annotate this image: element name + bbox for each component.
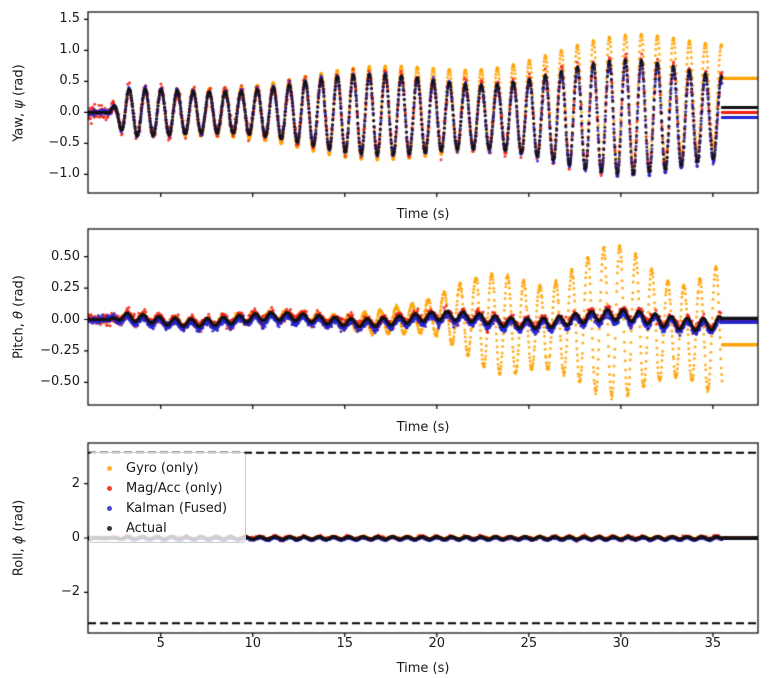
x-tick-label: 15	[336, 636, 354, 651]
legend-marker-actual-icon	[107, 525, 112, 531]
legend-label-kalman: Kalman (Fused)	[126, 500, 228, 516]
y-axis-label-part: ϕ	[11, 535, 27, 545]
y-tick-label: 2	[71, 475, 80, 491]
x-axis-label-yaw: Time (s)	[396, 207, 450, 222]
y-axis-label-pitch: Pitch, θ (rad)	[11, 275, 27, 359]
legend-label-mag: Mag/Acc (only)	[126, 480, 223, 496]
y-tick-label: 0.25	[51, 280, 80, 296]
legend-label-gyro: Gyro (only)	[126, 460, 199, 476]
y-tick-label: 0.50	[51, 248, 80, 264]
legend-marker-mag-icon	[107, 485, 112, 491]
y-tick-label: −0.5	[48, 135, 80, 151]
legend-marker-gyro-icon	[107, 465, 112, 471]
legend: Gyro (only) Mag/Acc (only) Kalman (Fused) A…	[89, 452, 246, 543]
x-tick-label: 10	[244, 636, 262, 651]
y-axis-label-part: ψ	[11, 99, 27, 109]
y-tick-label: −0.50	[40, 374, 80, 390]
x-tick-label: 30	[612, 636, 630, 651]
x-tick-label: 35	[704, 636, 722, 651]
y-axis-label-yaw: Yaw, ψ (rad)	[11, 63, 27, 142]
y-tick-label: −1.0	[48, 166, 80, 182]
y-tick-label: −2	[60, 584, 80, 600]
y-axis-label-part: Roll,	[11, 544, 27, 577]
y-tick-label: 0.0	[59, 104, 80, 120]
legend-label-actual: Actual	[126, 520, 167, 536]
y-tick-label: 0	[71, 530, 80, 545]
legend-item-kalman: Kalman (Fused)	[98, 498, 235, 518]
x-tick-label: 5	[156, 636, 165, 651]
y-axis-label-part: Pitch,	[11, 318, 27, 359]
x-tick-label: 25	[520, 636, 538, 651]
y-axis-label-part: Yaw,	[11, 108, 27, 142]
y-axis-label-part: (rad)	[11, 275, 27, 311]
x-tick-label: 20	[428, 636, 446, 651]
y-tick-label: 0.00	[51, 311, 80, 327]
y-axis-label-part: (rad)	[11, 499, 27, 536]
y-tick-label: 1.0	[59, 42, 80, 58]
y-tick-label: −0.25	[40, 342, 80, 358]
y-tick-label: 0.5	[59, 73, 80, 89]
legend-marker-kalman-icon	[107, 505, 112, 511]
y-tick-label: 1.5	[59, 11, 80, 27]
legend-item-gyro: Gyro (only)	[98, 458, 235, 478]
y-axis-label-roll: Roll, ϕ (rad)	[11, 499, 27, 577]
legend-item-actual: Actual	[98, 518, 235, 538]
x-axis-label-roll: Time (s)	[396, 661, 450, 676]
y-axis-label-part: θ	[11, 310, 27, 319]
legend-item-mag: Mag/Acc (only)	[98, 478, 235, 498]
x-axis-label-pitch: Time (s)	[396, 420, 450, 435]
y-axis-label-part: (rad)	[11, 63, 27, 100]
